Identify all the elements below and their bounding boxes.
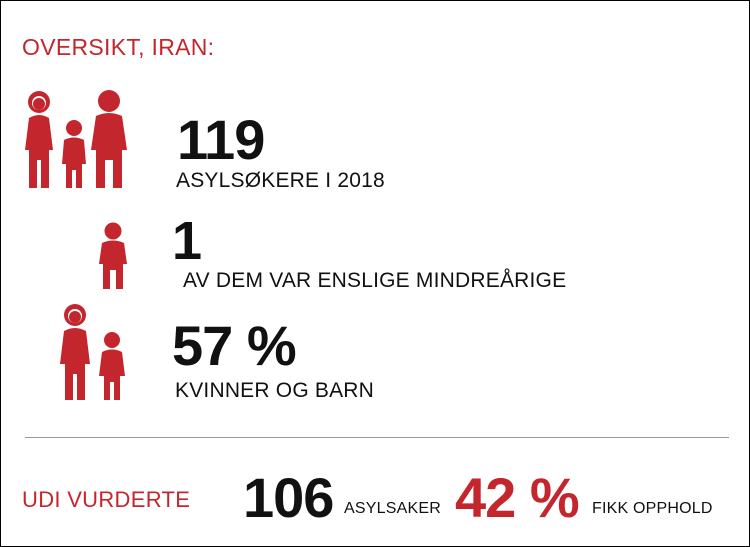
minors-count: 1 (172, 211, 202, 271)
granted-label: FIKK OPPHOLD (592, 500, 713, 517)
child-icon (99, 222, 127, 289)
family-icon (25, 90, 127, 188)
women-children-label: KVINNER OG BARN (175, 379, 375, 402)
women-children-share: 57 % (172, 314, 297, 377)
page-title: OVERSIKT, IRAN: (22, 34, 215, 60)
divider (25, 437, 729, 438)
cases-count: 106 (243, 466, 334, 529)
udi-assessed-label: UDI VURDERTE (22, 487, 191, 512)
minors-label: AV DEM VAR ENSLIGE MINDREÅRIGE (183, 269, 567, 292)
woman-child-icon (60, 304, 125, 400)
cases-label: ASYLSAKER (344, 500, 441, 517)
asylum-seekers-label: ASYLSØKERE I 2018 (176, 169, 385, 192)
asylum-seekers-count: 119 (177, 108, 265, 171)
granted-share: 42 % (455, 466, 580, 529)
